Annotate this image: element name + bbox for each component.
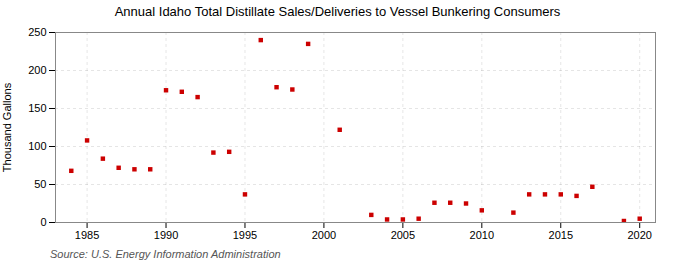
svg-text:2000: 2000: [312, 229, 336, 241]
svg-text:100: 100: [28, 140, 46, 152]
svg-text:1985: 1985: [75, 229, 99, 241]
svg-text:1995: 1995: [233, 229, 257, 241]
svg-text:250: 250: [28, 26, 46, 38]
html-text:Source: U.S. Energy Informatio: Source: U.S. Energy Information Administ…: [50, 248, 281, 260]
svg-text:50: 50: [34, 178, 46, 190]
svg-text:2005: 2005: [391, 229, 415, 241]
svg-text:200: 200: [28, 64, 46, 76]
svg-text:150: 150: [28, 102, 46, 114]
svg-text:Thousand Gallons: Thousand Gallons: [1, 82, 13, 172]
svg-text:2020: 2020: [627, 229, 651, 241]
svg-text:0: 0: [40, 216, 46, 228]
html-text:Annual Idaho Total Distillate: Annual Idaho Total Distillate Sales/Deli…: [114, 4, 561, 19]
svg-text:2010: 2010: [470, 229, 494, 241]
svg-text:1990: 1990: [154, 229, 178, 241]
svg-text:2015: 2015: [549, 229, 573, 241]
